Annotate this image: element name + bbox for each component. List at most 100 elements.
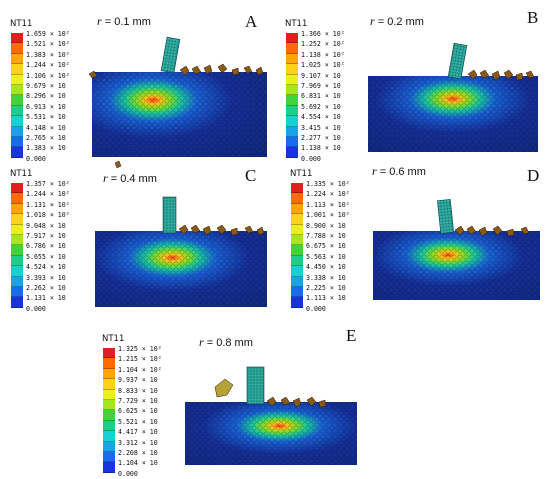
legend-value: 2.765 × 10 — [26, 133, 66, 142]
color-legend — [291, 183, 303, 308]
color-legend — [11, 183, 23, 308]
legend-swatch — [291, 234, 303, 246]
legend-value: 7.969 × 10 — [301, 81, 341, 90]
chips — [114, 160, 265, 236]
legend-title: NT11 — [10, 19, 33, 29]
panel-letter: A — [245, 12, 258, 31]
radius-label: r = 0.6 mm — [372, 164, 426, 178]
legend-swatch — [11, 136, 23, 148]
legend-value: 9.679 × 10 — [26, 81, 66, 90]
legend-swatch — [11, 116, 23, 127]
legend-swatch — [103, 399, 115, 411]
color-legend — [11, 33, 23, 158]
legend-value: 5.521 × 10 — [118, 417, 158, 426]
legend-swatch — [11, 286, 23, 298]
legend-value: 6.625 × 10 — [118, 407, 158, 416]
legend-value: 1.113 × 10² — [306, 200, 350, 209]
legend-value: 5.692 × 10 — [301, 102, 341, 111]
legend-swatch — [11, 224, 23, 235]
legend-value: 5.563 × 10 — [306, 252, 346, 261]
legend-value: 4.450 × 10 — [306, 263, 346, 272]
panel-b: NT11 1.366 × 10² 1.252 × 10² 1.138 × 10² 1.… — [275, 0, 550, 163]
legend-value: 1.335 × 10² — [306, 180, 350, 188]
legend-value: 4.417 × 10 — [118, 428, 158, 437]
legend-swatch — [291, 266, 303, 277]
legend-swatch — [103, 379, 115, 390]
legend-swatch — [103, 358, 115, 369]
legend-value: 2.262 × 10 — [26, 283, 66, 292]
legend-swatch — [291, 276, 303, 287]
legend-swatch — [11, 297, 23, 308]
legend-value: 2.277 × 10 — [301, 133, 341, 142]
legend-value: 1.138 × 10² — [301, 50, 345, 59]
legend-swatch — [11, 95, 23, 106]
temperature-field-plot — [88, 36, 267, 157]
legend-swatch — [291, 203, 303, 215]
legend-swatch — [11, 126, 23, 137]
legend-value: 0.000 — [26, 154, 46, 163]
legend-values: 1.357 × 10² 1.244 × 10² 1.131 × 10² 1.018 ×… — [26, 179, 70, 314]
legend-swatch — [286, 126, 298, 137]
panel-a: NT11 1.659 × 10² 1.521 × 10² 1.383 × 10² 1.… — [0, 0, 275, 163]
legend-swatch — [11, 193, 23, 204]
legend-swatch — [103, 431, 115, 442]
chips — [467, 69, 535, 81]
legend-swatch — [291, 183, 303, 194]
legend-swatch — [286, 116, 298, 127]
legend-value: 3.338 × 10 — [306, 273, 346, 282]
legend-swatch — [291, 193, 303, 204]
legend-swatch — [11, 266, 23, 277]
legend-value: 0.000 — [118, 469, 138, 478]
legend-swatch — [11, 53, 23, 65]
legend-value: 9.107 × 10 — [301, 71, 341, 80]
legend-swatch — [103, 420, 115, 432]
legend-value: 6.913 × 10 — [26, 102, 66, 111]
legend-value: 6.675 × 10 — [306, 242, 346, 251]
legend-swatch — [11, 74, 23, 85]
legend-value: 7.729 × 10 — [118, 396, 158, 405]
legend-swatch — [286, 147, 298, 158]
radius-label: r = 0.2 mm — [370, 14, 424, 28]
legend-swatch — [11, 43, 23, 54]
legend-value: 1.521 × 10² — [26, 40, 70, 49]
legend-swatch — [103, 348, 115, 359]
legend-value: 0.000 — [26, 304, 46, 313]
legend-title: NT11 — [10, 169, 33, 179]
legend-values: 1.335 × 10² 1.224 × 10² 1.113 × 10² 1.001 ×… — [306, 179, 350, 314]
legend-value: 8.296 × 10 — [26, 92, 66, 101]
legend-value: 4.148 × 10 — [26, 123, 66, 132]
legend-value: 0.000 — [301, 154, 321, 163]
legend-swatch — [286, 95, 298, 106]
legend-swatch — [11, 64, 23, 75]
legend-value: 1.383 × 10² — [26, 50, 70, 59]
legend-value: 2.225 × 10 — [306, 283, 346, 292]
legend-value: 1.131 × 10 — [26, 294, 66, 303]
legend-value: 5.655 × 10 — [26, 252, 66, 261]
legend-value: 8.833 × 10 — [118, 386, 158, 395]
legend-value: 6.831 × 10 — [301, 92, 341, 101]
legend-swatch — [286, 64, 298, 75]
legend-value: 1.366 × 10² — [301, 30, 345, 38]
legend-swatch — [103, 462, 115, 473]
panel-d: NT11 1.335 × 10² 1.224 × 10² 1.113 × 10² 1.… — [275, 160, 550, 320]
chips — [454, 225, 530, 237]
legend-values: 1.659 × 10² 1.521 × 10² 1.383 × 10² 1.244 ×… — [26, 29, 70, 164]
legend-swatch — [291, 224, 303, 235]
legend-value: 1.104 × 10 — [118, 459, 158, 468]
temperature-field-plot — [373, 199, 540, 300]
legend-value: 4.524 × 10 — [26, 263, 66, 272]
legend-swatch — [286, 53, 298, 65]
legend-value: 5.531 × 10 — [26, 113, 66, 122]
legend-swatch — [103, 389, 115, 400]
legend-swatch — [11, 234, 23, 246]
panel-letter: B — [527, 8, 539, 27]
legend-value: 4.554 × 10 — [301, 113, 341, 122]
panel-letter: C — [245, 166, 257, 185]
temperature-field-plot — [185, 366, 357, 465]
legend-value: 1.001 × 10² — [306, 211, 350, 220]
panel-c: NT11 1.357 × 10² 1.244 × 10² 1.131 × 10² 1.… — [0, 160, 275, 320]
legend-swatch — [11, 105, 23, 117]
legend-value: 1.357 × 10² — [26, 180, 70, 188]
legend-swatch — [286, 33, 298, 44]
legend-value: 1.138 × 10 — [301, 144, 341, 153]
